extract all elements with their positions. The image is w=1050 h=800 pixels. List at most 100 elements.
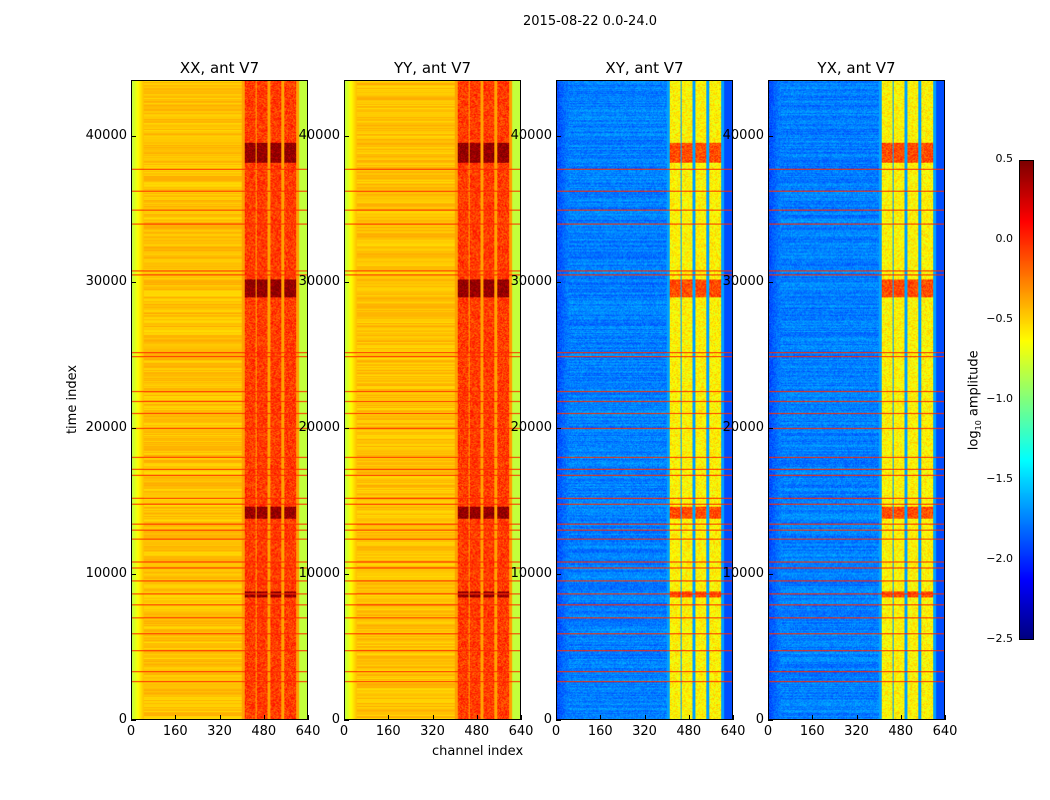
heatmap-image: [345, 81, 520, 719]
y-tick-mark: [556, 427, 561, 429]
y-tick-label: 40000: [298, 127, 340, 143]
x-tick-mark: [600, 715, 602, 720]
y-tick-label: 40000: [722, 127, 764, 143]
x-tick-mark: [945, 715, 946, 720]
x-tick-mark: [219, 715, 221, 720]
y-tick-mark: [131, 135, 136, 137]
x-tick-label: 160: [375, 724, 401, 739]
x-tick-label: 480: [464, 724, 490, 739]
y-tick-label: 10000: [722, 565, 764, 581]
x-tick-label: 640: [720, 724, 746, 739]
heatmap-panel-1: [344, 80, 521, 720]
colorbar-tick-label: 0.0: [995, 232, 1014, 245]
x-tick-mark: [521, 715, 522, 720]
y-tick-label: 20000: [722, 419, 764, 435]
x-tick-mark: [556, 715, 557, 720]
colorbar-label-rest: amplitude: [966, 350, 982, 421]
y-tick-label: 10000: [85, 565, 127, 581]
x-tick-mark: [476, 715, 478, 720]
x-tick-label: 320: [632, 724, 657, 739]
x-tick-mark: [388, 715, 390, 720]
y-tick-label: 20000: [298, 419, 340, 435]
y-tick-label: 30000: [722, 273, 764, 289]
y-tick-mark: [556, 281, 561, 283]
x-tick-mark: [812, 715, 814, 720]
x-tick-mark: [432, 715, 434, 720]
y-tick-label: 30000: [510, 273, 552, 289]
figure-title: 2015-08-22 0.0-24.0: [523, 14, 657, 29]
y-tick-mark: [768, 720, 773, 721]
y-tick-label: 0: [755, 712, 764, 727]
x-tick-mark: [175, 715, 177, 720]
panel-title: YX, ant V7: [817, 59, 896, 77]
y-tick-label: 0: [118, 712, 127, 727]
x-tick-label: 480: [888, 724, 914, 739]
y-tick-label: 0: [331, 712, 340, 727]
y-tick-mark: [344, 720, 349, 721]
heatmap-panel-3: [768, 80, 945, 720]
x-tick-mark: [856, 715, 858, 720]
x-tick-label: 320: [844, 724, 869, 739]
y-tick-mark: [344, 427, 349, 429]
heatmap-image: [769, 81, 944, 719]
x-tick-label: 160: [799, 724, 825, 739]
y-tick-mark: [556, 573, 561, 575]
y-tick-mark: [131, 281, 136, 283]
y-tick-mark: [131, 573, 136, 575]
x-tick-mark: [131, 715, 132, 720]
y-tick-mark: [768, 427, 773, 429]
y-tick-mark: [344, 135, 349, 137]
y-tick-label: 40000: [85, 127, 127, 143]
x-tick-label: 640: [508, 724, 534, 739]
x-axis-label: channel index: [432, 744, 524, 759]
colorbar-tick-label: −0.5: [986, 312, 1013, 325]
x-tick-label: 480: [251, 724, 277, 739]
y-tick-label: 10000: [510, 565, 552, 581]
heatmap-image: [132, 81, 307, 719]
x-tick-label: 0: [763, 724, 773, 739]
heatmap-image: [557, 81, 732, 719]
x-tick-mark: [768, 715, 769, 720]
y-tick-mark: [344, 573, 349, 575]
x-tick-mark: [263, 715, 265, 720]
colorbar-tick-label: 0.5: [995, 152, 1014, 165]
x-tick-label: 160: [587, 724, 613, 739]
x-tick-label: 160: [162, 724, 188, 739]
x-tick-label: 640: [932, 724, 958, 739]
y-tick-label: 20000: [510, 419, 552, 435]
x-tick-mark: [308, 715, 309, 720]
y-tick-mark: [131, 427, 136, 429]
colorbar-tick-label: −1.0: [986, 392, 1013, 405]
y-tick-label: 10000: [298, 565, 340, 581]
x-tick-label: 640: [295, 724, 321, 739]
heatmap-panel-2: [556, 80, 733, 720]
x-tick-mark: [644, 715, 646, 720]
y-tick-label: 0: [543, 712, 552, 727]
colorbar-tick-label: −2.5: [986, 632, 1013, 645]
colorbar-label-base: log: [966, 430, 982, 451]
y-tick-mark: [344, 281, 349, 283]
x-tick-mark: [344, 715, 345, 720]
panel-title: XX, ant V7: [179, 59, 260, 77]
y-tick-label: 20000: [85, 419, 127, 435]
y-tick-mark: [768, 573, 773, 575]
y-tick-mark: [768, 135, 773, 137]
colorbar-label-sub: 10: [974, 420, 984, 431]
colorbar-tick-label: −1.5: [986, 472, 1013, 485]
x-tick-mark: [733, 715, 734, 720]
y-tick-label: 30000: [85, 273, 127, 289]
x-tick-label: 0: [126, 724, 136, 739]
y-tick-mark: [556, 720, 561, 721]
panel-title: YY, ant V7: [393, 59, 471, 77]
y-tick-mark: [556, 135, 561, 137]
colorbar: [1019, 160, 1034, 640]
y-tick-label: 40000: [510, 127, 552, 143]
x-tick-label: 480: [676, 724, 702, 739]
x-tick-label: 0: [339, 724, 349, 739]
colorbar-tick-label: −2.0: [986, 552, 1013, 565]
x-tick-mark: [688, 715, 690, 720]
heatmap-panel-0: [131, 80, 308, 720]
y-tick-label: 30000: [298, 273, 340, 289]
y-tick-mark: [131, 720, 136, 721]
